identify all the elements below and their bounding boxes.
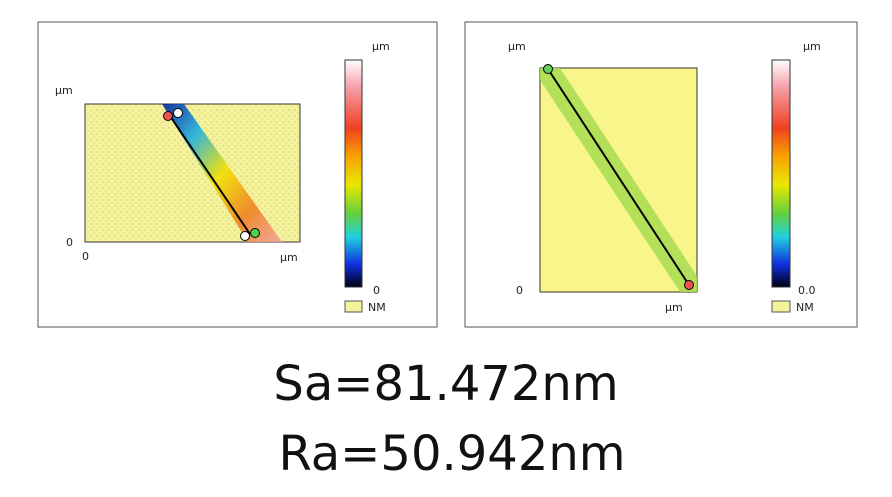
colorbar-unit: µm: [803, 40, 821, 53]
ra-result: Ra=50.942nm: [278, 426, 625, 482]
scratch-band: [162, 104, 282, 242]
marker: [173, 108, 183, 118]
sa-result: Sa=81.472nm: [273, 356, 618, 412]
colorbar: [771, 59, 791, 288]
colorbar-min: 0.0: [798, 284, 816, 297]
profile-line: [547, 68, 690, 286]
y-unit: µm: [508, 40, 526, 53]
marker: [250, 228, 260, 238]
marker: [684, 280, 694, 290]
colorbar-min: 0: [373, 284, 380, 297]
y-origin: 0: [66, 236, 73, 249]
colorbar: [344, 59, 363, 288]
x-origin: 0: [82, 250, 89, 263]
right-panel: µm µm 0 µm 0.0 NM: [464, 21, 858, 328]
x-unit: µm: [665, 301, 683, 314]
y-unit: µm: [55, 84, 73, 97]
marker: [240, 231, 250, 241]
legend-swatch: [771, 300, 791, 313]
marker: [163, 111, 173, 121]
y-origin: 0: [516, 284, 523, 297]
marker: [543, 64, 553, 74]
x-unit: µm: [280, 251, 298, 264]
colorbar-unit: µm: [372, 40, 390, 53]
legend-label: NM: [796, 301, 814, 314]
profile-line: [169, 115, 251, 235]
legend-label: NM: [368, 301, 386, 314]
left-panel: µm µm 0 0 µm 0 NM: [37, 21, 438, 328]
legend-swatch: [344, 300, 363, 313]
